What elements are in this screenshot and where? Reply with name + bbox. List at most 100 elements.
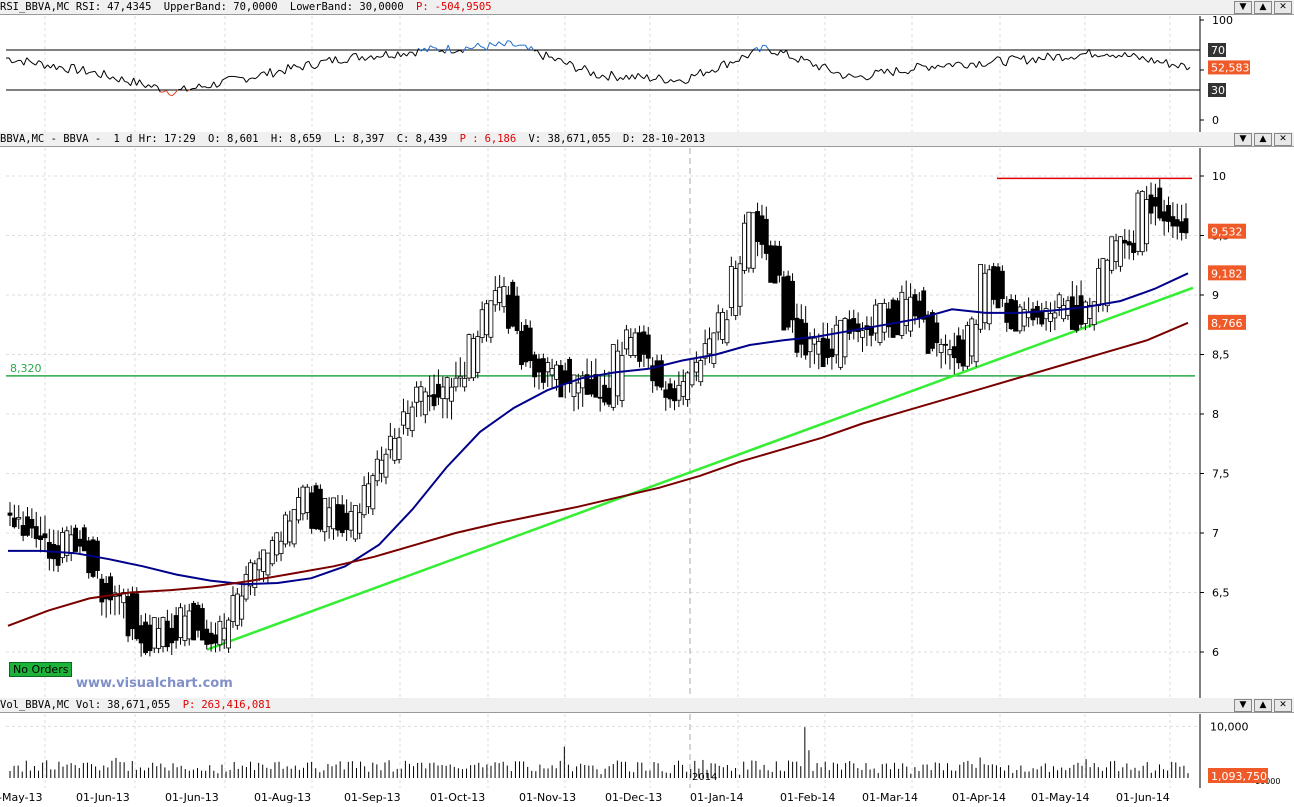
rsi-line-segment [943,63,948,68]
volume-header: Vol_BBVA,MC Vol: 38,671,055 P: 263,416,081 [0,698,1294,713]
rsi-line-segment [165,90,170,95]
candle-body [60,532,65,559]
candle-body [1078,295,1084,325]
rsi-line-segment [536,49,541,56]
ma-short-tag-label: 9,182 [1211,267,1243,280]
rsi-line-segment [895,67,900,73]
candle-body [1083,301,1088,324]
price-panel: BBVA,MC - BBVA - 1 d Hr: 17:29 O: 8,601 … [0,132,1294,698]
rsi-line-segment [818,65,823,71]
ma-long-line [7,321,1189,627]
candle-body [1056,294,1062,308]
rsi-line-segment [883,68,888,74]
candle-body [269,540,275,565]
rsi-line-segment [622,74,627,80]
rsi-line-segment [916,62,921,65]
rsi-line-segment [747,52,752,59]
candle-body [1104,259,1110,307]
no-orders-badge[interactable]: No Orders [9,662,73,677]
rsi-line-segment [145,84,149,88]
rsi-line-segment [800,55,805,61]
rsi-line-segment [851,75,855,78]
rsi-line-segment [949,63,953,68]
price-last-tag [1208,223,1246,239]
candle-body [243,573,249,600]
candle-body [628,337,634,356]
candle-body [1148,194,1154,214]
candle-body [147,624,153,652]
candle-body [186,610,192,640]
price-minimize-button[interactable]: ▼ [1234,133,1252,146]
rsi-header: RSI_BBVA,MC RSI: 47,4345 UpperBand: 70,00… [0,0,1294,15]
price-close-button[interactable]: ✕ [1274,133,1292,146]
rsi-line-segment [263,71,268,77]
rsi-close-button[interactable]: ✕ [1274,1,1292,14]
rsi-line-segment [73,64,78,74]
candle-body [331,497,336,530]
volume-close-button[interactable]: ✕ [1274,699,1292,712]
candle-body [440,386,446,400]
candle-body [357,512,363,534]
rsi-line-segment [169,94,173,97]
rsi-line-segment [1035,56,1040,64]
rsi-line-segment [439,50,443,53]
candle-body [1096,267,1101,306]
volume-current-tag [1208,768,1268,783]
support-line-label: 8,320 [10,362,42,375]
candle-body [510,281,516,327]
price-high: H: 8,659 [270,133,322,145]
rsi-line-segment [85,72,90,75]
rsi-line-segment [355,53,360,61]
candle-body [374,458,380,482]
candle-body [1017,306,1023,332]
volume-minimize-button[interactable]: ▼ [1234,699,1252,712]
rsi-line-segment [156,86,161,93]
rsi-line-segment [616,77,621,82]
rsi-line-segment [575,69,580,72]
rsi-maximize-button[interactable]: ▲ [1254,1,1272,14]
rsi-band-tag [1208,43,1226,57]
candle-body [156,628,162,649]
candle-body [313,485,319,530]
price-tick-label: 7,5 [1212,468,1230,481]
rsi-minimize-button[interactable]: ▼ [1234,1,1252,14]
rsi-line-segment [919,63,924,67]
rsi-line-segment [613,75,618,82]
candle-body [925,314,931,354]
volume-panel: Vol_BBVA,MC Vol: 38,671,055 P: 263,416,081… [0,698,1294,788]
rsi-line-segment [1130,52,1134,57]
volume-maximize-button[interactable]: ▲ [1254,699,1272,712]
rsi-line-segment [723,60,728,69]
rsi-line-segment [29,60,34,64]
rsi-line-segment [1047,52,1051,57]
candle-body [943,343,948,346]
candle-body [597,396,603,399]
price-maximize-button[interactable]: ▲ [1254,133,1272,146]
rsi-line-segment [406,51,410,57]
rsi-line-segment [364,57,369,61]
rsi-line-segment [1142,56,1146,60]
candle-body [108,576,113,601]
rsi-line-segment [863,76,867,81]
rsi-line-segment [1032,57,1037,64]
rsi-line-segment [204,86,208,89]
rsi-line-segment [311,66,315,70]
candle-body [38,535,44,541]
price-tick-label: 8 [1212,408,1219,421]
rsi-line-segment [1017,57,1022,60]
rsi-line-segment [584,65,589,71]
candle-body [130,591,135,630]
rsi-line-segment [569,60,574,65]
rsi-line-segment [545,51,550,58]
candle-body [680,381,686,397]
rsi-line-segment [379,55,384,58]
rsi-line-segment [557,57,562,60]
price-low: L: 8,397 [333,133,385,145]
rsi-tick-label: 0 [1212,114,1219,127]
candle-body [969,318,975,357]
candle-body [842,318,848,358]
rsi-line-segment [249,77,253,80]
rsi-line-segment [115,79,120,83]
rsi-line-segment [1068,56,1072,60]
rsi-line-segment [990,59,995,63]
